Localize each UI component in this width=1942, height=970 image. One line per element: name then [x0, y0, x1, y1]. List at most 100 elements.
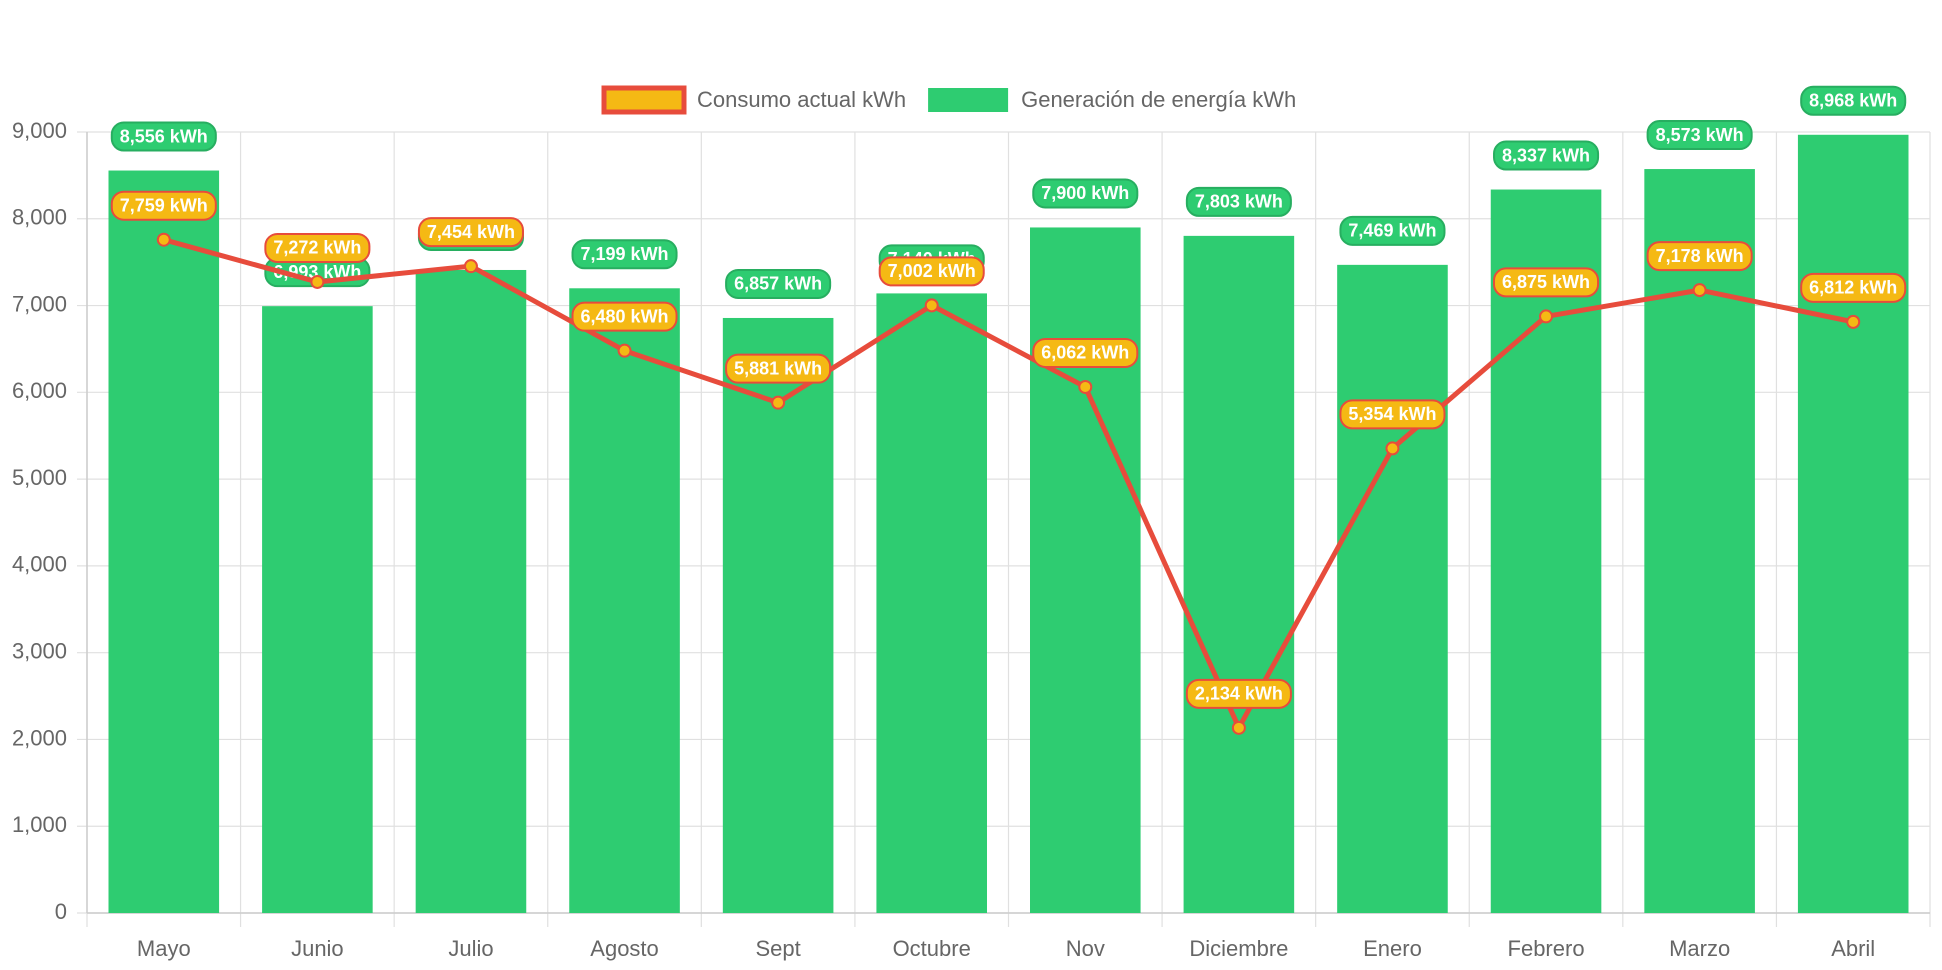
y-tick-label: 0 [55, 899, 67, 924]
data-label-bg [264, 232, 371, 263]
data-label: 5,354 kWh [1339, 399, 1446, 430]
data-label-text: 6,062 kWh [1041, 343, 1129, 363]
data-label-text: 7,454 kWh [427, 222, 515, 242]
data-label-bg [725, 268, 832, 299]
data-label: 7,272 kWh [264, 232, 371, 263]
data-label: 6,857 kWh [725, 268, 832, 299]
data-label: 8,337 kWh [1493, 140, 1600, 171]
data-label-text: 8,337 kWh [1502, 145, 1590, 165]
data-label: 7,759 kWh [110, 190, 217, 221]
y-tick-label: 9,000 [12, 118, 67, 143]
x-tick-label: Abril [1831, 936, 1875, 961]
bar [262, 306, 373, 914]
x-tick-label: Julio [448, 936, 493, 961]
y-tick-label: 6,000 [12, 378, 67, 403]
point [1078, 379, 1093, 394]
data-label-text: 7,178 kWh [1656, 246, 1744, 266]
y-tick-label: 7,000 [12, 291, 67, 316]
y-tick-label: 5,000 [12, 465, 67, 490]
bar [108, 170, 220, 914]
point [1692, 283, 1707, 298]
bar [1490, 189, 1602, 913]
data-label-bg [1646, 120, 1753, 151]
data-label-text: 7,759 kWh [120, 195, 208, 215]
bar [722, 317, 834, 913]
data-label-text: 8,556 kWh [120, 126, 208, 146]
data-label: 6,062 kWh [1032, 337, 1139, 368]
data-label-text: 5,354 kWh [1348, 404, 1436, 424]
data-label-text: 7,803 kWh [1195, 192, 1283, 212]
data-label-bg [1493, 267, 1600, 298]
x-tick-label: Enero [1363, 936, 1422, 961]
x-tick-label: Octubre [893, 936, 971, 961]
data-label: 5,881 kWh [725, 353, 832, 384]
point [771, 395, 786, 410]
bar [1797, 134, 1909, 914]
data-label-bg [1800, 85, 1907, 116]
data-label-text: 6,480 kWh [581, 306, 669, 326]
data-label: 2,134 kWh [1185, 678, 1292, 709]
data-label-bg [1032, 178, 1139, 209]
data-label: 7,454 kWh [417, 217, 524, 248]
data-label: 7,900 kWh [1032, 178, 1139, 209]
data-label-bg [1646, 241, 1753, 272]
point [1539, 309, 1554, 324]
data-label-bg [1339, 215, 1446, 246]
x-tick-label: Junio [291, 936, 344, 961]
data-label: 8,968 kWh [1800, 85, 1907, 116]
data-label-bg [110, 190, 217, 221]
bar [1644, 169, 1755, 914]
data-label-text: 6,857 kWh [734, 274, 822, 294]
x-tick-label: Diciembre [1189, 936, 1288, 961]
data-label: 7,002 kWh [878, 256, 985, 287]
data-label: 7,469 kWh [1339, 215, 1446, 246]
data-label-bg [1185, 678, 1292, 709]
bar [1030, 227, 1141, 913]
data-label-text: 7,002 kWh [888, 261, 976, 281]
data-label-bg [1339, 399, 1446, 430]
data-label-text: 2,134 kWh [1195, 684, 1283, 704]
data-label-bg [878, 256, 985, 287]
data-label-text: 6,875 kWh [1502, 272, 1590, 292]
data-label: 6,480 kWh [571, 301, 678, 332]
line [163, 237, 1854, 731]
point [310, 274, 325, 289]
data-label: 6,812 kWh [1800, 272, 1907, 303]
y-tick-label: 8,000 [12, 205, 67, 230]
y-tick-label: 1,000 [12, 812, 67, 837]
data-label: 7,199 kWh [571, 239, 678, 270]
y-tick-label: 2,000 [12, 725, 67, 750]
data-label-bg [571, 301, 678, 332]
data-label: 8,556 kWh [110, 121, 217, 152]
data-label-bg [1493, 140, 1600, 171]
legend-swatch [601, 85, 687, 115]
bar [569, 288, 680, 914]
data-label-text: 7,199 kWh [581, 244, 669, 264]
data-label-text: 7,900 kWh [1041, 183, 1129, 203]
legend-swatch [928, 88, 1009, 112]
data-label: 8,573 kWh [1646, 120, 1753, 151]
x-tick-label: Febrero [1508, 936, 1585, 961]
data-label-text: 7,469 kWh [1348, 221, 1436, 241]
data-label-text: 7,272 kWh [273, 238, 361, 258]
point [1231, 720, 1246, 735]
data-label: 7,178 kWh [1646, 241, 1753, 272]
bar [1337, 264, 1448, 913]
data-label-bg [417, 217, 524, 248]
x-tick-label: Mayo [137, 936, 191, 961]
data-label-text: 8,968 kWh [1809, 91, 1897, 111]
x-tick-label: Sept [755, 936, 800, 961]
data-label-text: 5,881 kWh [734, 358, 822, 378]
data-label-text: 6,812 kWh [1809, 278, 1897, 298]
point [156, 232, 171, 247]
data-label-text: 8,573 kWh [1656, 125, 1744, 145]
data-label-bg [1185, 186, 1292, 217]
legend-label: Generación de energía kWh [1021, 87, 1296, 112]
legend-label: Consumo actual kWh [697, 87, 906, 112]
data-label-bg [571, 239, 678, 270]
point [1846, 314, 1861, 329]
data-label-bg [1032, 337, 1139, 368]
point [617, 343, 632, 358]
point [1385, 441, 1400, 456]
